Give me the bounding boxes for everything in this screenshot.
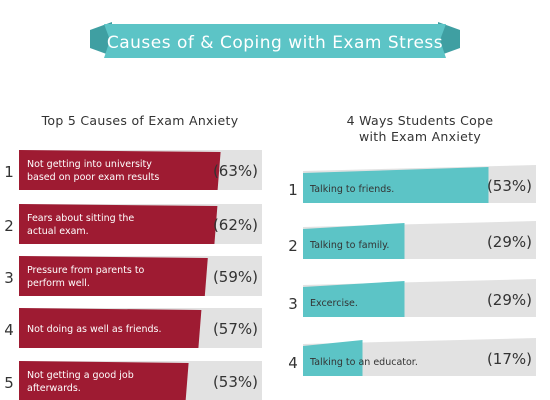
causes-category-label: Not doing as well as friends. [27,324,161,335]
coping-rank: 1 [288,181,298,199]
causes-value-label: (63%) [213,162,258,180]
coping-category-label: Talking to family. [309,240,389,251]
causes-value-label: (53%) [213,373,258,391]
causes-rank: 4 [4,321,14,339]
causes-category-label: Fears about sitting the [27,213,134,224]
causes-chart: Top 5 Causes of Exam Anxiety 1 Not getting… [4,113,262,400]
causes-bar [19,361,189,400]
causes-value-label: (59%) [213,268,258,286]
causes-category-label: based on poor exam results [27,172,159,183]
causes-category-label: actual exam. [27,226,89,237]
causes-value-label: (62%) [213,216,258,234]
coping-chart-title: 4 Ways Students Cope [347,113,494,128]
causes-value-label: (57%) [213,320,258,338]
coping-category-label: Talking to an educator. [309,357,418,368]
coping-rank: 4 [288,354,298,372]
causes-category-label: perform well. [27,278,90,289]
coping-bar [303,340,363,376]
causes-category-label: afterwards. [27,383,81,394]
causes-bar [19,308,202,348]
causes-category-label: Not getting into university [27,159,152,170]
causes-category-label: Pressure from parents to [27,265,145,276]
coping-value-label: (17%) [487,350,532,368]
coping-rank: 2 [288,237,298,255]
causes-rank: 1 [4,163,14,181]
coping-value-label: (29%) [487,233,532,251]
coping-chart-title: with Exam Anxiety [359,129,481,144]
banner-ribbon [104,24,446,58]
coping-rank: 3 [288,295,298,313]
coping-value-label: (53%) [487,177,532,195]
coping-category-label: Excercise. [310,298,358,309]
coping-bar [303,167,489,203]
coping-bar [303,281,405,317]
coping-bar [303,223,405,259]
causes-rank: 3 [4,269,14,287]
coping-category-label: Talking to friends. [309,184,394,195]
causes-rank: 5 [4,374,14,392]
causes-rank: 2 [4,217,14,235]
causes-bar [19,204,218,244]
causes-category-label: Not getting a good job [27,370,134,381]
causes-chart-title: Top 5 Causes of Exam Anxiety [41,113,239,128]
coping-value-label: (29%) [487,291,532,309]
causes-bar [19,256,208,296]
causes-bar [19,150,221,190]
banner-title: Causes of & Coping with Exam Stress [107,33,443,53]
title-banner: Causes of & Coping with Exam Stress [90,22,460,58]
